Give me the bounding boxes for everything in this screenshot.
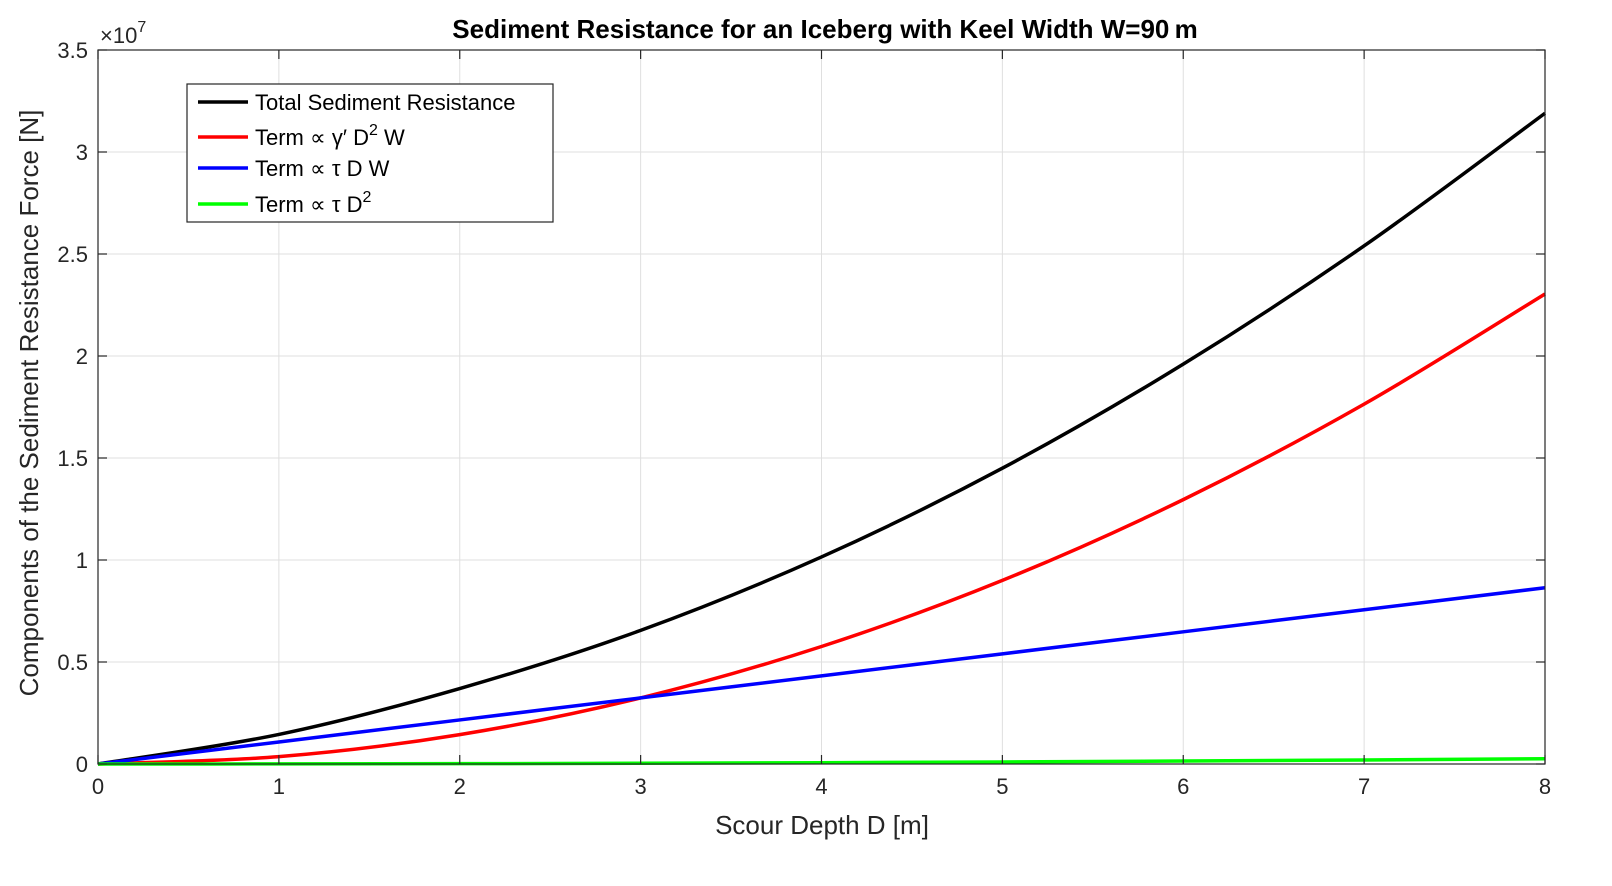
chart-title: Sediment Resistance for an Iceberg with … <box>452 14 1197 44</box>
series-line-1 <box>97 292 1546 766</box>
y-tick-label: 3 <box>76 140 88 165</box>
x-tick-label: 3 <box>635 774 647 799</box>
legend-label-0: Total Sediment Resistance <box>255 90 515 115</box>
y-tick-label: 2 <box>76 344 88 369</box>
y-axis-exponent: ×107 <box>100 19 146 48</box>
legend: Total Sediment Resistance Term ∝ γ′ D2 W T… <box>186 83 554 223</box>
legend-label-1: Term ∝ γ′ D2 W <box>255 122 405 150</box>
x-tick-label: 5 <box>996 774 1008 799</box>
legend-label-3: Term ∝ τ D2 <box>255 189 372 217</box>
y-axis-label: Components of the Sediment Resistance Fo… <box>14 110 44 697</box>
x-tick-label: 6 <box>1177 774 1189 799</box>
x-tick-label: 2 <box>454 774 466 799</box>
y-tick-label: 1.5 <box>57 446 88 471</box>
y-exponent-base: ×10 <box>100 23 137 48</box>
legend-label-2: Term ∝ τ D W <box>255 156 390 181</box>
series-line-0 <box>97 111 1547 766</box>
svg-text:×107: ×107 <box>100 19 146 48</box>
y-tick-label: 2.5 <box>57 242 88 267</box>
x-tick-label: 7 <box>1358 774 1370 799</box>
y-tick-label: 1 <box>76 548 88 573</box>
y-exponent-power: 7 <box>137 19 146 36</box>
x-axis-label: Scour Depth D [m] <box>715 810 929 840</box>
x-tick-label: 8 <box>1539 774 1551 799</box>
y-tick-label: 0.5 <box>57 650 88 675</box>
legend-box <box>186 83 554 223</box>
x-tick-label: 0 <box>92 774 104 799</box>
y-tick-label: 0 <box>76 752 88 777</box>
x-tick-label: 1 <box>273 774 285 799</box>
x-tick-label: 4 <box>815 774 827 799</box>
axis-ticks: 0 1 2 3 4 5 6 7 8 0 0.5 1 1.5 2 2.5 3 3.5 <box>57 38 1551 799</box>
series-line-2 <box>97 586 1546 766</box>
y-tick-label: 3.5 <box>57 38 88 63</box>
